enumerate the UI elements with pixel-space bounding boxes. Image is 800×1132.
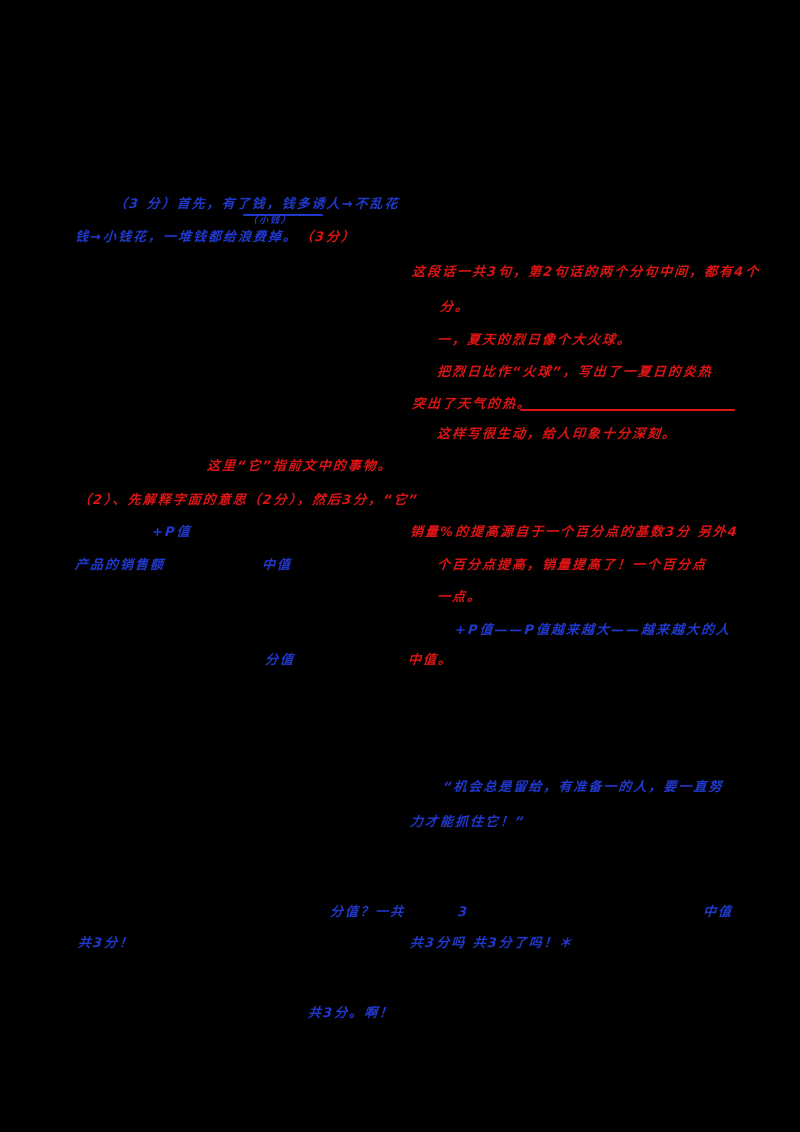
handwriting-red-right-line-2: 个百分点提高，销量提高了！一个百分点	[436, 558, 708, 573]
handwriting-blue-total-1: 分值？一共	[329, 905, 406, 920]
handwriting-red-note-method: （2）、先解释字面的意思（2分），然后3分，“它”	[77, 493, 420, 508]
handwriting-blue-bottom-mid: 共3分吗 共3分了吗！＊	[409, 936, 575, 951]
handwriting-red-right-line-3: 一点。	[436, 590, 483, 605]
handwriting-red-comment-line-4: 把烈日比作“火球”，写出了一夏日的炎热	[436, 365, 714, 380]
handwriting-blue-quote-line-2: 力才能抓住它！”	[409, 815, 526, 830]
handwriting-blue-product: 产品的销售额	[74, 558, 166, 573]
handwriting-red-mid-value: 中值。	[407, 653, 454, 668]
handwriting-blue-bottom-left: 共3分！	[77, 936, 135, 951]
handwriting-red-comment-line-1: 这段话一共3句，第2句话的两个分句中间，都有4个	[411, 265, 761, 280]
handwriting-blue-total-3: 中值	[702, 905, 734, 920]
handwriting-blue-score-value: 分值	[264, 653, 296, 668]
handwriting-blue-answer-line-1: （3 分）首先，有了钱，钱多诱人→不乱花	[113, 197, 401, 212]
handwriting-blue-quote-line-1: “机会总是留给，有准备一的人，要一直努	[442, 780, 724, 795]
blue-underline-answer	[243, 214, 323, 216]
handwriting-red-comment-line-5: 突出了天气的热。	[411, 397, 533, 412]
handwriting-red-right-line-1: 销量%的提高源自于一个百分点的基数3分 另外4	[409, 525, 740, 540]
handwriting-red-comment-line-6: 这样写很生动，给人印象十分深刻。	[436, 427, 678, 442]
handwriting-blue-total-2: 3	[457, 905, 470, 920]
handwriting-blue-bottom-final: 共3分。啊！	[307, 1006, 395, 1021]
red-underline-comment	[520, 409, 735, 411]
handwriting-blue-p-value: +P值	[151, 525, 192, 540]
handwriting-blue-answer-line-2: 钱→小钱花，一堆钱都给浪费掉。	[74, 230, 299, 245]
handwriting-red-score-1: （3分）	[299, 230, 357, 245]
handwriting-red-note-it: 这里“它”指前文中的事物。	[206, 459, 394, 474]
handwriting-blue-p-value-chain: +P值——P值越来越大——越来越大的人	[454, 623, 732, 638]
handwriting-red-comment-line-3: 一，夏天的烈日像个大火球。	[436, 333, 633, 348]
handwriting-blue-answer-line-1b: （小钱）	[247, 216, 293, 226]
handwriting-blue-mid-value-1: 中值	[261, 558, 293, 573]
handwriting-red-comment-line-2: 分。	[439, 300, 471, 315]
